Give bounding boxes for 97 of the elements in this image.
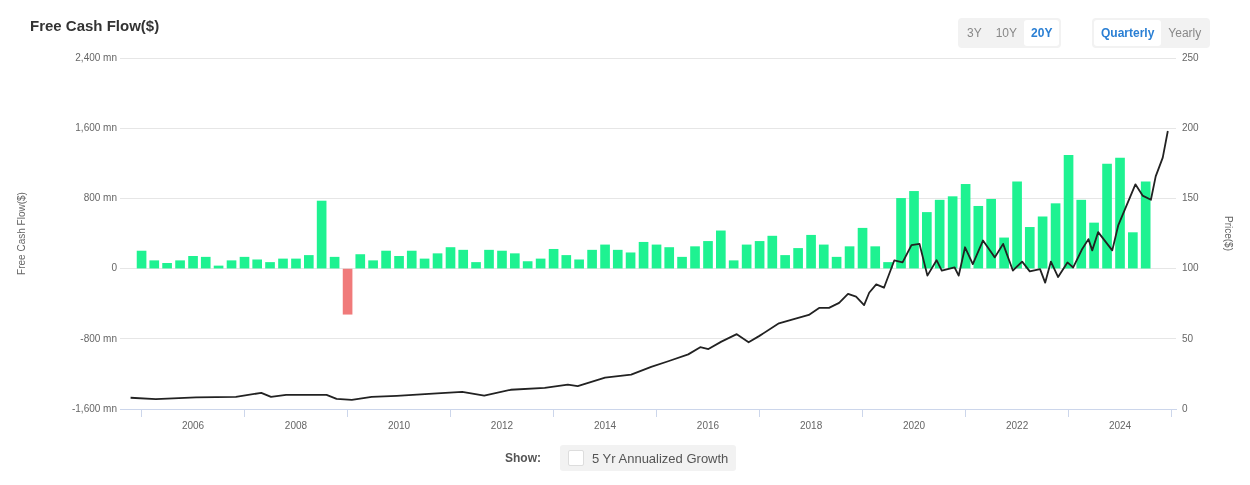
- x-tick-label: 2010: [387, 419, 411, 431]
- bar: [1012, 181, 1022, 269]
- bar: [754, 241, 765, 269]
- bar: [175, 260, 185, 269]
- x-tick-label: 2020: [902, 419, 926, 431]
- bar: [342, 268, 353, 315]
- bar: [587, 249, 597, 269]
- bar: [445, 247, 456, 269]
- bar: [934, 199, 945, 269]
- x-tick-label: 2012: [490, 419, 514, 431]
- bar: [638, 241, 649, 269]
- bar: [690, 246, 700, 269]
- bar: [1102, 163, 1112, 269]
- bar: [844, 246, 855, 269]
- bar: [818, 244, 829, 269]
- bar: [716, 230, 726, 269]
- bar: [368, 260, 378, 269]
- bar: [188, 255, 198, 269]
- y-tick-label: 800 mn: [83, 192, 117, 204]
- bar: [316, 200, 327, 269]
- y-tick-label: -800 mn: [80, 332, 117, 344]
- bar: [574, 259, 584, 269]
- bar: [625, 252, 636, 269]
- bar: [355, 254, 366, 269]
- bar: [226, 260, 237, 269]
- bar: [922, 212, 932, 269]
- bar: [909, 191, 919, 269]
- bar: [1037, 216, 1048, 269]
- bar: [432, 253, 443, 269]
- y2-tick-label: 50: [1182, 332, 1194, 344]
- chart-title: Free Cash Flow($): [30, 17, 160, 34]
- bar: [793, 248, 803, 269]
- bar: [1076, 199, 1087, 269]
- bar: [600, 244, 610, 269]
- bar: [664, 247, 675, 269]
- bar: [1063, 155, 1074, 269]
- bar: [728, 260, 739, 269]
- x-tick-label: 2008: [284, 419, 308, 431]
- y2-tick-label: 200: [1182, 121, 1200, 133]
- bar: [303, 255, 314, 269]
- bar: [252, 259, 263, 269]
- y-tick-label: 1,600 mn: [75, 121, 117, 133]
- x-tick-label: 2014: [593, 419, 617, 431]
- bar: [947, 196, 958, 269]
- x-tick-label: 2016: [696, 419, 720, 431]
- y-tick-label: 2,400 mn: [75, 51, 117, 63]
- text: 5 Yr Annualized Growth: [592, 450, 729, 466]
- bar: [780, 255, 790, 269]
- bar: [291, 258, 301, 269]
- bar: [857, 227, 868, 269]
- bar: [1128, 232, 1138, 269]
- bar: [381, 250, 391, 269]
- y-tick-label: -1,600 mn: [71, 402, 117, 414]
- bar: [548, 248, 559, 269]
- bar: [561, 255, 572, 269]
- y2-axis-title: Price($): [1223, 215, 1235, 252]
- y2-tick-label: 150: [1182, 192, 1200, 204]
- bar: [612, 249, 623, 269]
- bar: [703, 241, 713, 269]
- bar: [973, 205, 984, 269]
- button-group: Quarterly Yearly: [1092, 18, 1211, 48]
- y2-tick-label: 100: [1182, 262, 1200, 274]
- x-tick-label: 2022: [1005, 419, 1029, 431]
- bar: [471, 262, 481, 269]
- x-tick-label: 2006: [181, 419, 205, 431]
- bar: [1140, 181, 1151, 269]
- bar: [162, 263, 172, 269]
- y-tick-label: 0: [111, 262, 118, 274]
- bar: [1050, 203, 1061, 269]
- y2-tick-label: 0: [1182, 402, 1188, 414]
- x-tick-label: 2024: [1108, 419, 1132, 431]
- bar: [651, 244, 662, 269]
- bar: [806, 234, 816, 269]
- bar: [278, 258, 288, 269]
- text: Show:: [505, 451, 541, 465]
- bar: [1024, 227, 1035, 269]
- y-axis-title: Free Cash Flow($): [15, 192, 27, 275]
- bar: [1115, 157, 1125, 269]
- y2-tick-label: 250: [1182, 51, 1200, 63]
- bar: [677, 256, 687, 269]
- bar: [497, 250, 507, 269]
- bar: [767, 235, 778, 269]
- bar: [149, 260, 160, 269]
- bar: [986, 198, 996, 269]
- bar: [200, 256, 211, 269]
- bar: [265, 262, 275, 269]
- bar: [741, 244, 752, 269]
- bar: [394, 255, 404, 269]
- bar: [509, 253, 520, 269]
- bar: [458, 249, 469, 269]
- button-group: 3Y 10Y 20Y: [958, 18, 1062, 48]
- bar: [522, 261, 533, 269]
- bar: [406, 250, 417, 269]
- bar: [870, 246, 881, 269]
- x-tick-label: 2018: [799, 419, 823, 431]
- bar: [484, 249, 494, 269]
- bar: [896, 198, 906, 269]
